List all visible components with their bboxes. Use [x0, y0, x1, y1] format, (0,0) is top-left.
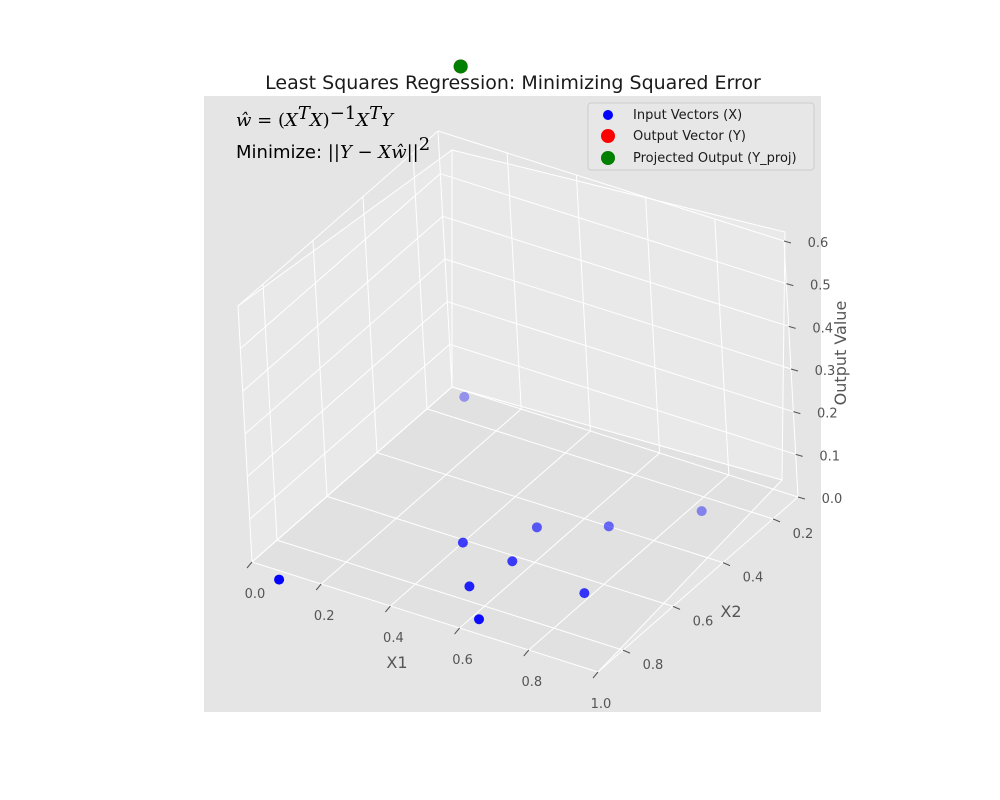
- axis-tick-marks: [246, 240, 806, 679]
- legend-marker-input-vectors: [603, 110, 613, 120]
- x1-tick-labels: 0.0 0.2 0.4 0.6 0.8 1.0: [245, 587, 612, 712]
- x1-tick-mark: [592, 671, 599, 679]
- x1-tick-mark: [385, 605, 391, 613]
- x1-tick-mark: [315, 583, 322, 591]
- z-tick-labels: 0.0 0.1 0.2 0.3 0.4 0.5 0.6: [808, 236, 843, 507]
- formula-annotation-1: ŵ = (XTX)−1XTY: [236, 103, 395, 131]
- legend: Input Vectors (X) Output Vector (Y) Proj…: [587, 102, 815, 171]
- x1-tick-mark: [246, 561, 253, 569]
- x2-tick-mark: [672, 605, 681, 610]
- legend-marker-output-vector: [601, 129, 615, 143]
- legend-label-output-vector: Output Vector (Y): [633, 129, 746, 144]
- x1-axis-label: X1: [386, 653, 407, 672]
- x2-tick-mark: [622, 649, 631, 654]
- x1-tick-label: 0.0: [245, 587, 266, 602]
- z-tick-label: 0.6: [808, 236, 829, 251]
- data-point-input: [474, 614, 485, 625]
- z-tick-mark: [797, 496, 806, 500]
- z-tick-label: 0.2: [817, 407, 838, 422]
- data-point-input: [531, 522, 542, 533]
- x1-tick-label: 0.6: [452, 653, 473, 668]
- data-point-input: [464, 581, 475, 592]
- x1-tick-label: 0.4: [383, 631, 404, 646]
- data-point-input: [274, 574, 285, 585]
- z-axis-label: Output Value: [831, 301, 850, 406]
- x2-axis-label: X2: [720, 602, 741, 621]
- data-point-input: [507, 556, 518, 567]
- z-tick-label: 0.4: [812, 321, 833, 336]
- z-tick-mark: [795, 453, 803, 457]
- chart-title: Least Squares Regression: Minimizing Squ…: [265, 72, 761, 94]
- x2-tick-label: 0.8: [643, 658, 664, 673]
- x1-tick-label: 0.2: [314, 609, 335, 624]
- legend-label-projected-output: Projected Output (Y_proj): [633, 151, 797, 166]
- x1-tick-label: 1.0: [591, 697, 612, 712]
- x2-tick-label: 0.4: [743, 571, 764, 586]
- formula-annotation-2: Minimize: ||Y − Xŵ||2: [236, 134, 430, 163]
- x2-tick-mark: [722, 562, 731, 567]
- z-tick-mark: [783, 240, 792, 244]
- z-tick-mark: [793, 411, 801, 415]
- grid-lines: [237, 130, 799, 673]
- legend-marker-projected-output: [601, 151, 615, 165]
- z-tick-mark: [786, 283, 794, 287]
- data-points: [274, 59, 707, 625]
- z-tick-mark: [788, 325, 796, 329]
- x2-tick-label: 0.6: [693, 614, 714, 629]
- z-tick-mark: [790, 368, 799, 372]
- data-point-input: [459, 391, 470, 402]
- z-tick-label: 0.3: [815, 364, 836, 379]
- data-point-input: [603, 521, 614, 532]
- x2-tick-labels: 0.2 0.4 0.6 0.8: [643, 527, 814, 673]
- x1-tick-mark: [523, 649, 530, 657]
- z-tick-label: 0.1: [819, 449, 840, 464]
- z-tick-label: 0.0: [822, 492, 843, 507]
- data-point-input: [579, 588, 590, 599]
- data-point-projected: [453, 59, 468, 74]
- x1-tick-mark: [454, 627, 460, 635]
- data-point-input: [696, 506, 707, 517]
- legend-box: [587, 102, 815, 171]
- x2-tick-mark: [772, 518, 781, 523]
- data-point-input: [457, 537, 468, 548]
- x1-tick-label: 0.8: [521, 675, 542, 690]
- x2-tick-label: 0.2: [793, 527, 814, 542]
- z-tick-label: 0.5: [810, 279, 831, 294]
- legend-label-input-vectors: Input Vectors (X): [633, 108, 742, 123]
